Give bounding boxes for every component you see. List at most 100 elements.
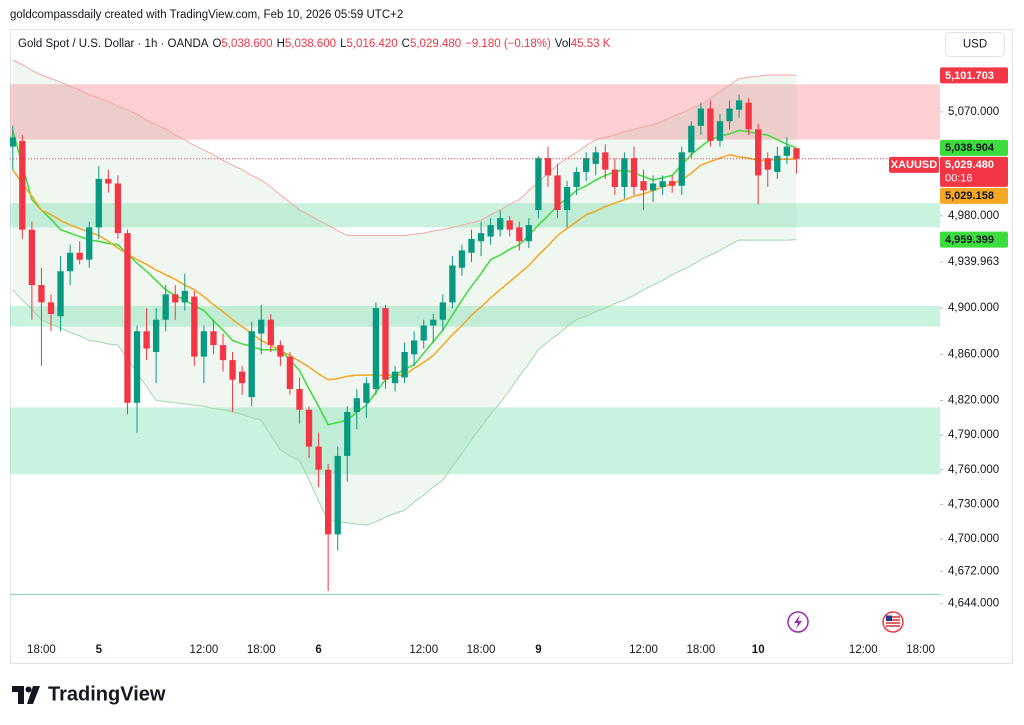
- economic-event-icon[interactable]: [882, 611, 904, 633]
- x-tick-label: 12:00: [629, 644, 658, 656]
- candle-body: [420, 325, 427, 341]
- candle-body: [315, 446, 322, 470]
- tradingview-logo: [12, 686, 40, 704]
- x-tick-label: 9: [535, 644, 541, 656]
- candle-body: [152, 319, 160, 353]
- symbol-tag-label: XAUUSD: [891, 159, 938, 171]
- x-tick-label: 12:00: [849, 644, 878, 656]
- candle-body: [200, 331, 208, 357]
- legend-key: O: [212, 38, 221, 50]
- candle-body: [76, 252, 83, 260]
- x-tick-label: 18:00: [906, 644, 935, 656]
- candle-body: [334, 455, 341, 535]
- candle-body: [716, 121, 724, 141]
- y-tick-label: 4,672.000: [948, 565, 999, 577]
- candle-body: [344, 412, 351, 456]
- zone: [10, 305, 940, 327]
- candle-body: [210, 331, 217, 346]
- candle-body: [497, 218, 504, 230]
- candle-body: [411, 340, 418, 355]
- legend-value: 5,029.480: [410, 38, 461, 50]
- candle-body: [640, 181, 647, 191]
- candle-body: [688, 125, 695, 153]
- candle-body: [277, 345, 284, 357]
- candle-body: [267, 319, 274, 346]
- candle-body: [755, 129, 762, 176]
- candle-body: [745, 102, 752, 130]
- candle-body: [57, 271, 64, 317]
- candle-body: [143, 331, 150, 349]
- zone: [10, 84, 940, 140]
- price-tag-label: 5,101.703: [945, 70, 994, 82]
- attribution: goldcompassdaily created with TradingVie…: [10, 9, 403, 21]
- candle-body: [66, 252, 74, 272]
- price-tag-label: 5,029.480: [945, 159, 994, 171]
- candle-body: [86, 227, 93, 260]
- candle-body: [592, 152, 599, 164]
- price-tag-label: 4,959.399: [945, 234, 994, 246]
- chart-frame: [10, 29, 1013, 664]
- candle-body: [583, 158, 590, 172]
- x-tick-label: 5: [96, 644, 103, 656]
- candle-body: [286, 356, 294, 389]
- candle-body: [439, 302, 446, 320]
- brand: TradingView: [48, 683, 166, 705]
- price-tag: [940, 231, 1008, 248]
- x-tick-label: 6: [315, 644, 321, 656]
- candle-body: [229, 360, 236, 380]
- x-tick-label: 12:00: [409, 644, 438, 656]
- x-tick-label: 12:00: [190, 644, 219, 656]
- legend-value: 5,016.420: [346, 38, 397, 50]
- candle-body: [181, 290, 188, 303]
- x-tick-label: 18:00: [27, 644, 56, 656]
- candle-body: [382, 308, 389, 380]
- candle-body: [162, 294, 169, 320]
- candle-body: [372, 308, 380, 389]
- zone: [10, 407, 940, 475]
- candle-body: [133, 331, 141, 403]
- legend: Gold Spot / U.S. Dollar · 1h · OANDA O5,0…: [18, 38, 611, 50]
- legend-key: L: [340, 38, 347, 50]
- x-tick-label: 18:00: [247, 644, 276, 656]
- y-tick-label: 4,980.000: [948, 210, 999, 222]
- candle-body: [793, 148, 800, 159]
- band-lower: [12, 239, 797, 526]
- candle-body: [449, 265, 456, 303]
- legend-value: 45.53 K: [571, 38, 611, 50]
- candle-body: [105, 178, 112, 184]
- y-tick-label: 4,860.000: [948, 348, 999, 360]
- candle-body: [573, 171, 580, 187]
- currency-button[interactable]: [945, 32, 1005, 57]
- price-tag: [940, 187, 1008, 204]
- candle-body: [219, 345, 227, 361]
- candle-body: [477, 233, 485, 242]
- band-upper: [12, 59, 797, 236]
- candle-body: [458, 250, 466, 268]
- candle-body: [516, 227, 523, 242]
- candle-body: [172, 294, 179, 303]
- legend-change: −9.180 (−0.18%): [465, 38, 551, 50]
- candle-body: [649, 183, 657, 191]
- candle-body: [191, 296, 198, 357]
- legend-value: 5,038.600: [221, 38, 272, 50]
- candle-body: [774, 155, 781, 172]
- currency-label[interactable]: USD: [963, 39, 987, 51]
- y-tick-label: 5,070.000: [948, 106, 999, 118]
- candle-body: [554, 175, 561, 211]
- candle-body: [697, 108, 705, 126]
- candle-body: [10, 137, 16, 147]
- plot-area: [10, 59, 940, 595]
- candle-body: [305, 409, 313, 447]
- y-tick-label: 4,939.963: [948, 256, 999, 268]
- candle-body: [669, 181, 676, 186]
- legend-key: H: [277, 38, 285, 50]
- events-icon[interactable]: [787, 611, 809, 633]
- y-tick-label: 4,900.000: [948, 302, 999, 314]
- candle-body: [47, 302, 55, 314]
- candle-body: [506, 220, 513, 230]
- candle-body: [678, 152, 685, 186]
- legend-symbol: Gold Spot / U.S. Dollar · 1h · OANDA: [18, 38, 209, 50]
- y-tick-label: 4,790.000: [948, 429, 999, 441]
